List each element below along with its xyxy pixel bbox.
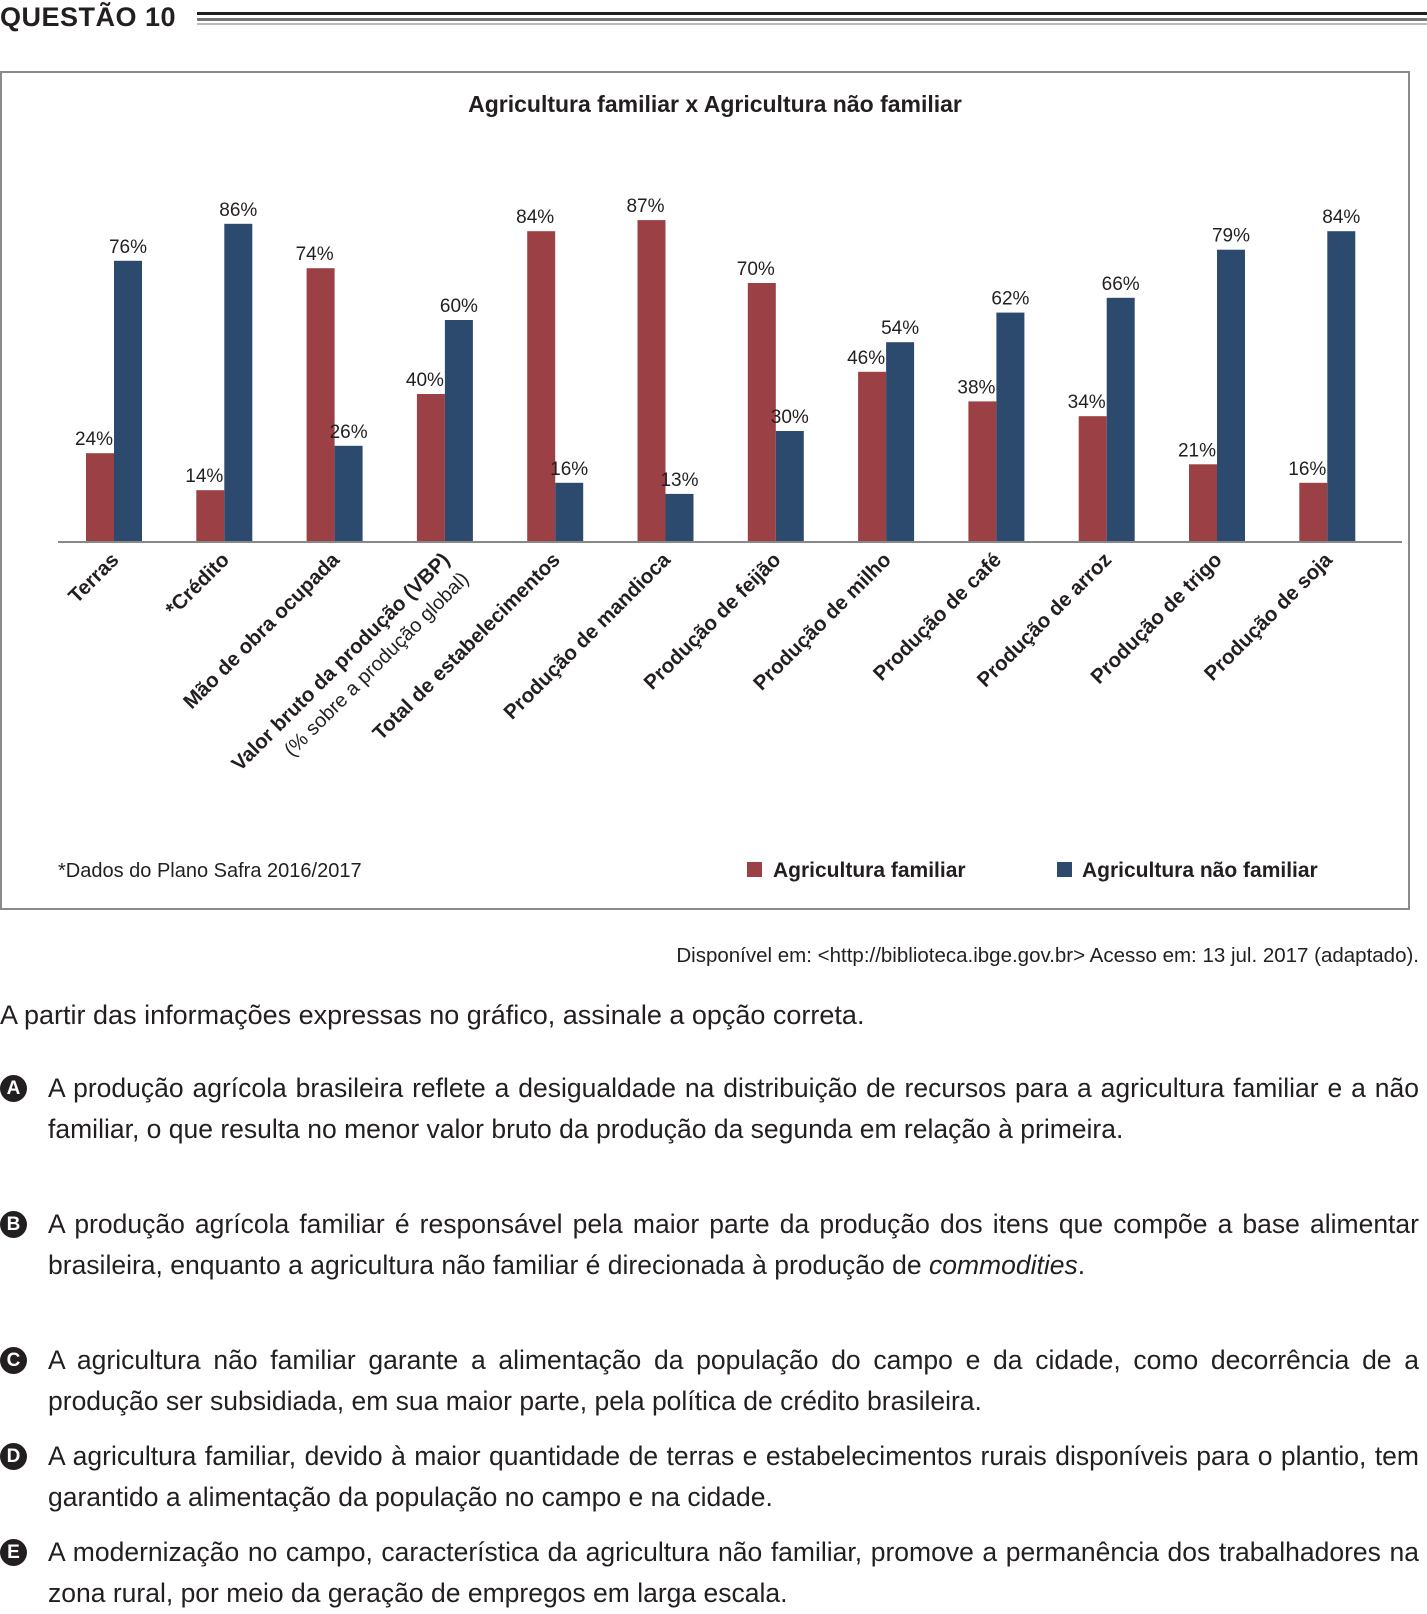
- bar-nao-familiar-total-de-estabelecimentos: [555, 482, 584, 542]
- source-citation: Disponível em: <http://biblioteca.ibge.g…: [676, 944, 1419, 967]
- option-d-text: A agricultura familiar, devido à maior q…: [48, 1441, 1419, 1512]
- data-label-familiar-producao-de-feijao: 70%: [737, 259, 775, 280]
- bar-familiar-mao-de-obra-ocupada: [306, 268, 335, 542]
- data-label-familiar-producao-de-milho: 46%: [847, 348, 885, 369]
- bar-nao-familiar-producao-de-cafe: [996, 312, 1025, 542]
- option-a-text: A produção agrícola brasileira reflete a…: [48, 1073, 1419, 1144]
- data-label-familiar-terras: 24%: [75, 429, 113, 450]
- legend: Agricultura familiar Agricultura não fam…: [747, 859, 1318, 882]
- bar-nao-familiar-producao-de-feijao: [775, 431, 804, 542]
- bar-familiar-producao-de-mandioca: [637, 220, 666, 542]
- data-label-nao-familiar-total-de-estabelecimentos: 16%: [550, 459, 588, 480]
- data-label-nao-familiar-producao-de-soja: 84%: [1322, 207, 1360, 228]
- data-label-nao-familiar-mao-de-obra-ocupada: 26%: [330, 422, 368, 443]
- bar-familiar-credito: [196, 490, 225, 542]
- header-rule: [197, 12, 1427, 26]
- bar-nao-familiar-valor-bruto-da-producao-vbp: [444, 320, 473, 542]
- bar-familiar-producao-de-soja: [1299, 482, 1328, 542]
- data-label-familiar-total-de-estabelecimentos: 84%: [516, 207, 554, 228]
- question-prompt: A partir das informações expressas no gr…: [0, 1000, 865, 1030]
- option-e-text: A modernização no campo, característica …: [48, 1537, 1419, 1608]
- bar-nao-familiar-producao-de-soja: [1327, 231, 1356, 542]
- legend-swatch-familiar: [747, 862, 762, 877]
- legend-label-familiar: Agricultura familiar: [773, 859, 966, 882]
- bar-nao-familiar-terras: [114, 260, 142, 542]
- legend-swatch-nao-familiar: [1057, 862, 1072, 877]
- option-e-badge: E: [0, 1539, 27, 1566]
- data-label-familiar-valor-bruto-da-producao-vbp: 40%: [406, 370, 444, 391]
- bar-familiar-producao-de-milho: [858, 371, 887, 542]
- option-c-badge: C: [0, 1347, 27, 1374]
- bar-familiar-valor-bruto-da-producao-vbp: [416, 394, 445, 542]
- question-number: QUESTÃO 10: [0, 2, 177, 32]
- bar-familiar-producao-de-arroz: [1078, 416, 1107, 542]
- data-label-familiar-producao-de-soja: 16%: [1288, 459, 1326, 480]
- option-c-text: A agricultura não familiar garante a ali…: [48, 1345, 1419, 1416]
- data-label-nao-familiar-terras: 76%: [109, 237, 147, 258]
- bar-nao-familiar-producao-de-trigo: [1217, 249, 1245, 542]
- bar-familiar-terras: [86, 453, 114, 542]
- bar-nao-familiar-producao-de-arroz: [1106, 297, 1135, 542]
- bar-familiar-total-de-estabelecimentos: [527, 231, 556, 542]
- bar-familiar-producao-de-trigo: [1189, 464, 1217, 542]
- bar-familiar-producao-de-feijao: [747, 283, 776, 542]
- bar-nao-familiar-producao-de-mandioca: [665, 493, 694, 542]
- x-tick-label-credito: *Crédito: [161, 548, 234, 621]
- option-b-text: A produção agrícola familiar é responsáv…: [48, 1209, 1419, 1280]
- chart-title: Agricultura familiar x Agricultura não f…: [468, 91, 962, 117]
- option-b-badge: B: [0, 1211, 27, 1238]
- data-label-nao-familiar-producao-de-feijao: 30%: [771, 407, 809, 428]
- chart-frame: Agricultura familiar x Agricultura não f…: [0, 71, 1410, 910]
- data-label-nao-familiar-producao-de-cafe: 62%: [991, 289, 1029, 310]
- bar-nao-familiar-producao-de-milho: [886, 342, 915, 542]
- bar-familiar-producao-de-cafe: [968, 401, 997, 542]
- option-a-badge: A: [0, 1075, 27, 1102]
- bar-nao-familiar-credito: [224, 223, 253, 543]
- option-b-emphasis: commodities: [928, 1250, 1078, 1280]
- option-d-badge: D: [0, 1443, 27, 1470]
- data-label-nao-familiar-producao-de-milho: 54%: [881, 318, 919, 339]
- legend-label-nao-familiar: Agricultura não familiar: [1082, 859, 1318, 882]
- data-label-nao-familiar-producao-de-arroz: 66%: [1102, 274, 1140, 295]
- data-label-nao-familiar-credito: 86%: [219, 200, 257, 221]
- data-label-familiar-credito: 14%: [185, 466, 223, 487]
- data-label-nao-familiar-producao-de-trigo: 79%: [1212, 226, 1250, 247]
- data-label-nao-familiar-valor-bruto-da-producao-vbp: 60%: [440, 296, 478, 317]
- data-label-familiar-producao-de-mandioca: 87%: [626, 196, 664, 217]
- data-label-familiar-producao-de-cafe: 38%: [957, 377, 995, 398]
- data-label-familiar-producao-de-trigo: 21%: [1178, 440, 1216, 461]
- x-tick-label-valor-bruto-da-producao-vbp: Valor bruto da produção (VBP): [227, 548, 454, 775]
- data-label-nao-familiar-producao-de-mandioca: 13%: [660, 470, 698, 491]
- chart-footnote: *Dados do Plano Safra 2016/2017: [58, 860, 362, 882]
- bar-nao-familiar-mao-de-obra-ocupada: [334, 445, 363, 542]
- data-label-familiar-mao-de-obra-ocupada: 74%: [296, 244, 334, 265]
- bar-chart: Agricultura familiar x Agricultura não f…: [58, 91, 1402, 882]
- data-label-familiar-producao-de-arroz: 34%: [1068, 392, 1106, 413]
- x-tick-label-terras: Terras: [64, 548, 124, 608]
